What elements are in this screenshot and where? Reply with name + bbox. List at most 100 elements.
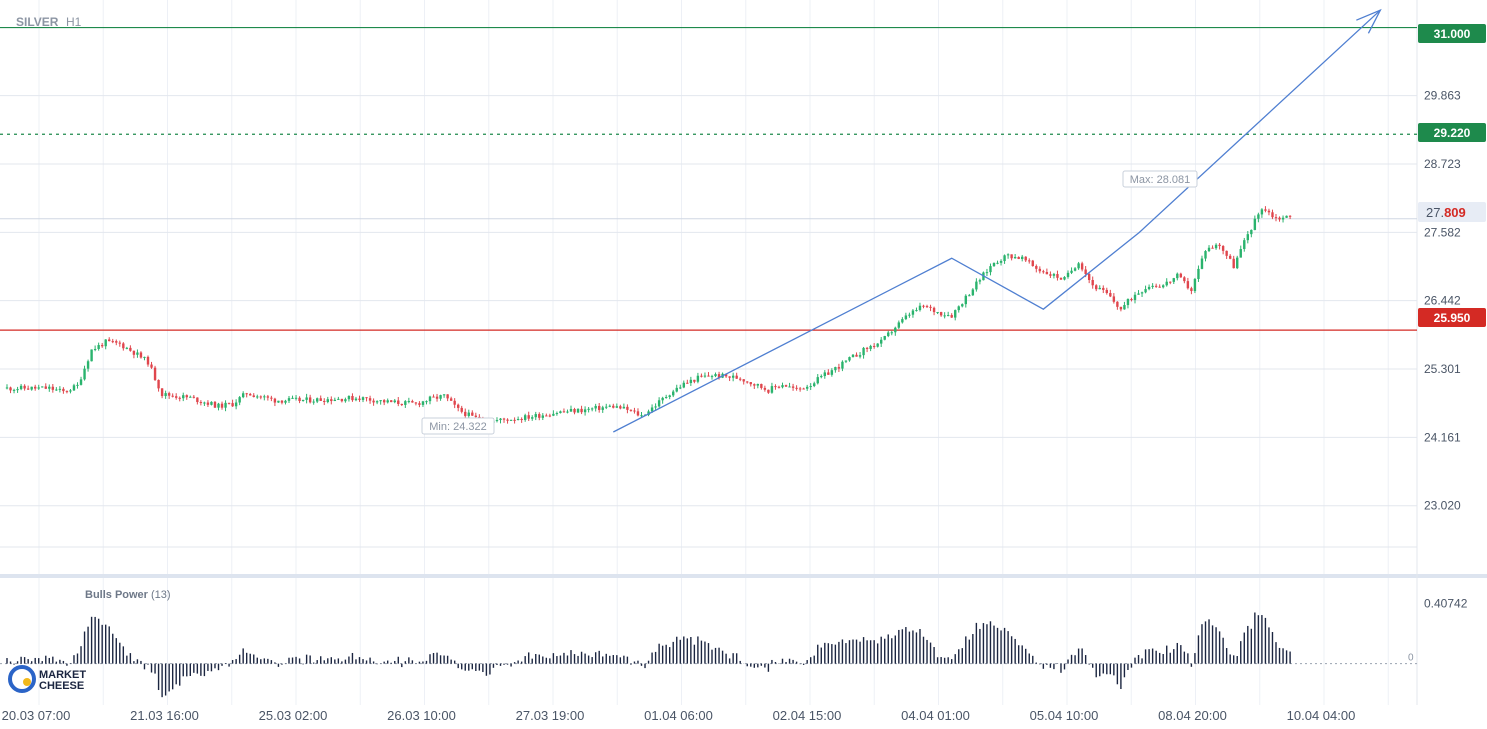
candle-body [1063,276,1066,280]
candle-body [471,412,474,416]
time-tick-label: 02.04 15:00 [773,708,842,723]
candle-body [555,413,559,415]
candle-body [439,395,442,399]
trend-drawing[interactable] [613,8,1382,433]
current-price-main: 27. [1426,205,1444,220]
candle-body [700,375,703,377]
candle-body [657,400,661,407]
candle-body [636,411,640,416]
max-tooltip: Max: 28.081 [1122,170,1198,188]
candle-body [263,396,266,398]
candle-body [386,400,389,403]
candle-body [393,400,396,403]
time-tick-label: 05.04 10:00 [1030,708,1099,723]
candle-body [731,375,735,378]
candle-body [622,406,626,409]
candle-body [858,355,862,357]
candle-body [1137,293,1140,295]
candle-body [1260,209,1264,215]
candle-body [502,418,506,420]
candle-body [160,388,164,397]
candle-body [777,386,781,388]
candle-body [1264,209,1267,211]
candle-body [1010,254,1013,259]
candle-body [1204,251,1207,259]
candle-body [93,348,97,350]
symbol-label: SILVER [16,15,59,29]
candle-body [978,280,982,282]
candle-body [1186,281,1190,289]
candles [5,206,1292,427]
candle-body [538,414,541,418]
candle-body [742,379,745,382]
candle-body [640,415,643,417]
candle-body [499,418,502,421]
candle-body [280,400,284,403]
candle-body [506,419,509,421]
candle-body [918,305,922,311]
candle-body [358,398,361,400]
candle-body [460,407,463,412]
indicator-title: Bulls Power [85,589,149,601]
candle-body [347,395,351,400]
candle-body [435,396,439,399]
candle-body [562,411,566,413]
candle-body [397,400,400,404]
price-tick-label: 27.582 [1424,225,1461,239]
candle-body [1052,274,1056,276]
time-tick-label: 01.04 06:00 [644,708,713,723]
time-tick-label: 25.03 02:00 [259,708,328,723]
candle-body [1024,256,1027,261]
pane-separator[interactable] [0,574,1487,578]
candle-body [69,390,72,392]
candle-body [344,399,347,402]
candle-body [167,393,171,396]
time-axis: 20.03 07:00 21.03 16:00 25.03 02:00 26.03 1… [2,708,1356,723]
candle-body [1250,229,1253,235]
candle-body [664,396,668,398]
candle-body [1281,217,1285,220]
candle-body [534,414,537,418]
candle-body [175,396,178,398]
candle-body [9,387,12,391]
price-tick-label: 24.161 [1424,430,1461,444]
candle-body [224,402,227,408]
candle-body [890,332,893,334]
svg-text:MARKET: MARKET [39,669,86,681]
candle-body [883,336,886,340]
candle-body [971,289,975,296]
candle-body [615,406,619,408]
candle-body [139,352,143,358]
candle-body [298,397,301,402]
candle-body [1080,263,1084,270]
candle-body [1169,281,1172,283]
candle-body [421,401,425,405]
candle-body [1130,299,1133,301]
candle-body [781,385,784,388]
candle-body [104,339,107,347]
indicator-tick-label: 0.40742 [1424,596,1468,610]
candle-body [569,409,573,412]
candle-body [97,345,100,349]
candle-body [1066,272,1070,277]
time-tick-label: 08.04 20:00 [1158,708,1227,723]
grid [0,0,1417,705]
price-tick-label: 23.020 [1424,499,1461,513]
candle-body [213,401,217,408]
candle-body [234,402,238,407]
candle-body [1214,244,1218,249]
candle-body [739,378,742,380]
candle-body [809,386,812,388]
candle-body [1013,256,1017,259]
candle-body [23,385,26,389]
candle-body [566,411,569,413]
candle-body [294,397,298,399]
candle-body [1257,214,1260,219]
candle-body [375,401,379,403]
candle-body [132,350,136,355]
candle-body [703,375,707,377]
candle-body [1038,268,1042,272]
candle-body [922,305,925,307]
candle-body [1059,277,1063,280]
